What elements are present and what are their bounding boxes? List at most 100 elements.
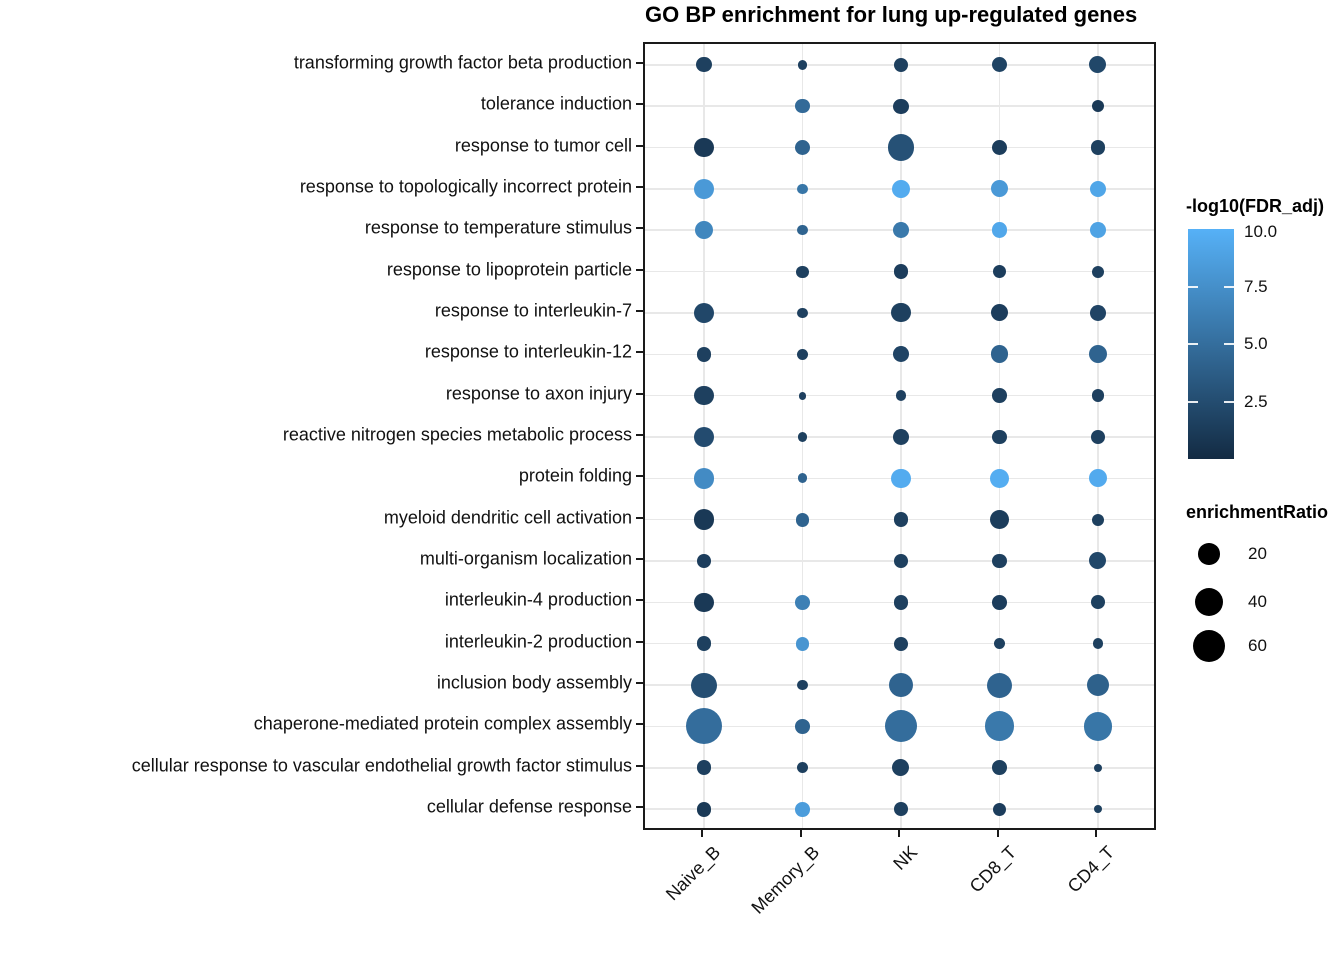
x-axis-tick bbox=[799, 830, 802, 837]
data-point bbox=[892, 759, 910, 777]
y-axis-tick bbox=[636, 806, 643, 809]
data-point bbox=[694, 178, 714, 199]
data-point bbox=[989, 510, 1009, 530]
data-point bbox=[1086, 673, 1110, 697]
data-point bbox=[797, 473, 808, 484]
data-point bbox=[992, 429, 1007, 445]
y-axis-tick bbox=[636, 682, 643, 685]
data-point bbox=[795, 718, 810, 734]
data-point bbox=[696, 760, 712, 776]
data-point bbox=[797, 679, 808, 691]
color-legend-tick-mark bbox=[1224, 400, 1234, 403]
data-point bbox=[1094, 763, 1102, 772]
data-point bbox=[797, 225, 808, 236]
data-point bbox=[992, 760, 1007, 776]
y-axis-tick bbox=[636, 351, 643, 354]
data-point bbox=[693, 467, 715, 489]
y-axis-tick bbox=[636, 268, 643, 271]
data-point bbox=[696, 636, 712, 652]
data-point bbox=[990, 345, 1009, 363]
data-point bbox=[694, 426, 714, 447]
x-axis-label: CD8_T bbox=[965, 842, 1020, 897]
data-point bbox=[894, 636, 908, 651]
y-axis-tick bbox=[636, 103, 643, 106]
data-point bbox=[795, 801, 810, 817]
data-point bbox=[693, 302, 715, 324]
data-point bbox=[990, 304, 1008, 322]
y-axis-tick bbox=[636, 599, 643, 602]
data-point bbox=[797, 348, 808, 360]
y-axis-tick bbox=[636, 309, 643, 312]
y-axis-tick bbox=[636, 227, 643, 230]
data-point bbox=[1091, 100, 1104, 113]
size-legend-label: 40 bbox=[1248, 592, 1267, 611]
data-point bbox=[1088, 345, 1108, 364]
y-axis-tick bbox=[636, 516, 643, 519]
y-axis-label: reactive nitrogen species metabolic proc… bbox=[282, 424, 632, 445]
data-point bbox=[888, 672, 914, 698]
data-point bbox=[797, 183, 808, 194]
data-point bbox=[992, 388, 1007, 404]
y-axis-tick bbox=[636, 640, 643, 643]
data-point bbox=[696, 346, 712, 362]
x-axis-label: NK bbox=[889, 842, 922, 874]
data-point bbox=[691, 672, 717, 698]
data-point bbox=[795, 594, 810, 610]
color-legend-tick-label: 7.5 bbox=[1244, 276, 1268, 296]
data-point bbox=[1089, 56, 1107, 74]
y-axis-label: response to axon injury bbox=[445, 383, 632, 404]
data-point bbox=[697, 554, 711, 568]
color-legend-tick-mark bbox=[1224, 343, 1234, 345]
data-point bbox=[694, 386, 714, 406]
x-axis-tick bbox=[898, 830, 900, 837]
data-point bbox=[1088, 469, 1108, 488]
size-legend-dot bbox=[1192, 629, 1226, 663]
data-point bbox=[1090, 140, 1106, 155]
data-point bbox=[694, 221, 714, 240]
data-point bbox=[893, 57, 909, 72]
y-axis-label: interleukin-2 production bbox=[444, 631, 632, 652]
data-point bbox=[992, 553, 1007, 569]
size-legend-title: enrichmentRatio bbox=[1186, 502, 1329, 522]
data-point bbox=[994, 638, 1005, 650]
data-point bbox=[794, 139, 811, 156]
data-point bbox=[797, 762, 808, 774]
y-axis-label: response to temperature stimulus bbox=[364, 217, 632, 238]
data-point bbox=[984, 711, 1015, 742]
data-point bbox=[1083, 712, 1113, 741]
data-point bbox=[1091, 430, 1105, 444]
data-point bbox=[694, 592, 714, 612]
x-axis-label: Naive_B bbox=[661, 842, 725, 905]
x-axis-tick bbox=[996, 830, 999, 837]
y-axis-label: cellular defense response bbox=[426, 796, 632, 817]
color-legend-tick-label: 10.0 bbox=[1244, 222, 1278, 241]
color-legend-tick-mark bbox=[1188, 400, 1198, 403]
data-point bbox=[1091, 389, 1105, 403]
data-point bbox=[989, 468, 1009, 488]
data-point bbox=[1091, 513, 1104, 526]
x-axis-tick bbox=[1095, 830, 1097, 837]
y-axis-tick bbox=[636, 558, 643, 560]
data-point bbox=[893, 512, 909, 528]
x-axis-tick bbox=[701, 830, 703, 837]
data-point bbox=[894, 554, 908, 568]
data-point bbox=[797, 431, 808, 442]
y-axis-label: response to topologically incorrect prot… bbox=[299, 176, 632, 197]
y-axis-label: transforming growth factor beta producti… bbox=[293, 52, 632, 73]
data-point bbox=[891, 303, 911, 323]
data-point bbox=[795, 512, 810, 527]
size-legend-label: 20 bbox=[1248, 544, 1267, 563]
y-axis-label: response to lipoprotein particle bbox=[386, 259, 632, 280]
y-axis-label: multi-organism localization bbox=[419, 548, 632, 569]
data-point bbox=[696, 57, 712, 73]
y-axis-label: response to interleukin-7 bbox=[434, 300, 632, 321]
y-axis-label: protein folding bbox=[518, 465, 632, 486]
data-point bbox=[993, 802, 1006, 816]
color-legend-tick-label: 5.0 bbox=[1244, 334, 1268, 353]
data-point bbox=[893, 222, 909, 239]
data-point bbox=[894, 802, 908, 816]
data-point bbox=[696, 801, 712, 817]
data-point bbox=[1089, 180, 1107, 198]
y-axis-tick bbox=[636, 475, 643, 478]
chart-title: GO BP enrichment for lung up-regulated g… bbox=[645, 2, 1138, 27]
